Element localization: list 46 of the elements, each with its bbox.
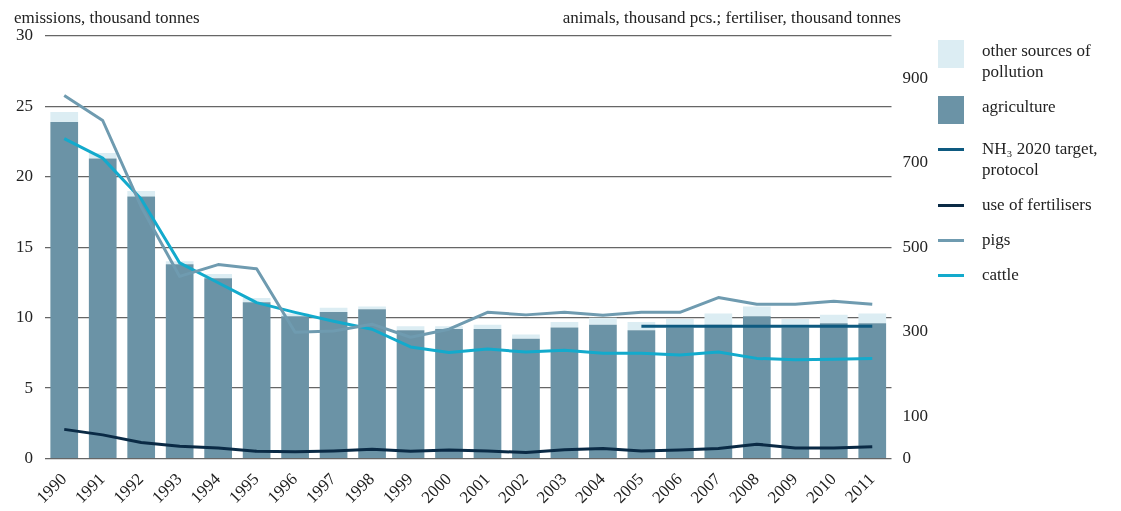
y2-tick-label: 500 xyxy=(902,236,928,256)
y-tick-label: 25 xyxy=(16,95,33,115)
legend-label: use of fertilisers xyxy=(982,194,1092,215)
legend-label: agriculture xyxy=(982,96,1056,117)
bar xyxy=(396,326,425,331)
y-tick-label: 0 xyxy=(24,448,33,467)
bar xyxy=(819,323,848,458)
bar xyxy=(50,121,79,458)
y-tick-label: 30 xyxy=(16,25,33,45)
y-tick-label: 5 xyxy=(24,377,33,397)
bar xyxy=(473,328,502,458)
legend-label: pigs xyxy=(982,229,1011,250)
bar xyxy=(781,327,810,458)
bar xyxy=(512,334,540,339)
bar xyxy=(204,278,232,458)
bar xyxy=(666,327,694,458)
bar xyxy=(742,316,771,458)
y-tick-label: 20 xyxy=(16,166,33,186)
bar xyxy=(627,330,656,458)
bar xyxy=(358,306,386,310)
bar xyxy=(819,314,848,324)
bar xyxy=(858,323,887,458)
bar xyxy=(550,327,579,458)
y2-tick-label: 700 xyxy=(902,152,928,172)
y-tick-label: 15 xyxy=(16,236,33,256)
y2-tick-label: 100 xyxy=(902,405,928,425)
bar xyxy=(742,306,771,317)
bar xyxy=(704,313,733,325)
bar xyxy=(319,307,348,313)
y2-tick-label: 900 xyxy=(902,67,928,87)
y2-axis-title: animals, thousand pcs.; fertiliser, thousand tonnes xyxy=(562,8,901,28)
bar xyxy=(50,112,79,122)
bar xyxy=(242,302,271,458)
legend-label: NH₃ 2020 target, protocol xyxy=(982,138,1099,180)
bar xyxy=(589,317,617,325)
bar xyxy=(512,338,540,458)
y2-tick-label: 300 xyxy=(902,321,928,341)
bar xyxy=(473,324,502,329)
legend-label: cattle xyxy=(982,264,1019,285)
y2-tick-label: 0 xyxy=(902,448,911,467)
y-tick-label: 10 xyxy=(16,307,33,327)
y-axis-title: emissions, thousand tonnes xyxy=(14,8,200,28)
bar xyxy=(589,324,617,458)
bar xyxy=(550,321,579,328)
legend-label: other sources of pollution xyxy=(982,40,1092,82)
bar xyxy=(858,313,887,324)
